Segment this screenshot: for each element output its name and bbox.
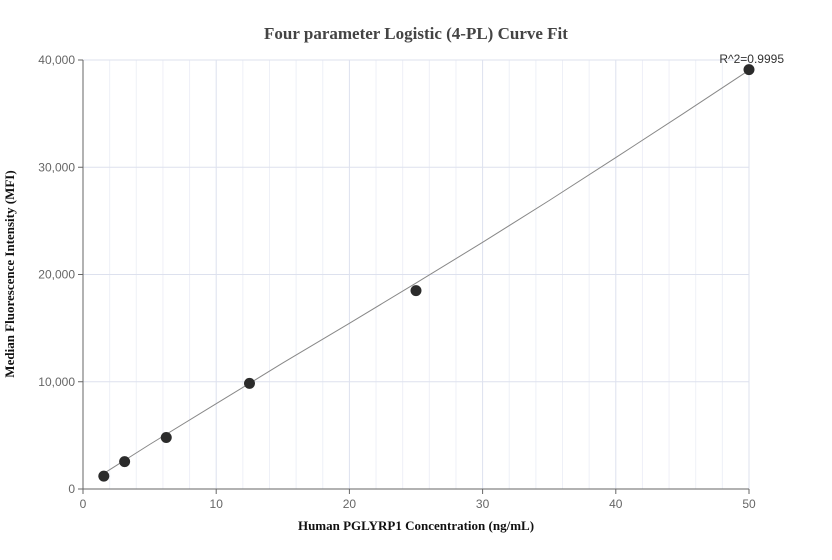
x-tick-label: 30 — [476, 497, 490, 511]
chart-title: Four parameter Logistic (4-PL) Curve Fit — [264, 24, 568, 43]
y-tick-label: 0 — [68, 482, 75, 496]
data-point — [743, 64, 755, 76]
x-axis-label: Human PGLYRP1 Concentration (ng/mL) — [298, 518, 534, 533]
x-tick-label: 40 — [609, 497, 623, 511]
x-tick-label: 0 — [80, 497, 87, 511]
data-point — [244, 377, 255, 389]
data-point — [98, 470, 110, 482]
x-tick-label: 20 — [343, 497, 357, 511]
y-tick-label: 30,000 — [38, 160, 75, 174]
data-point — [119, 456, 131, 468]
data-point — [160, 432, 172, 444]
x-tick-label: 50 — [742, 497, 756, 511]
y-tick-label: 10,000 — [38, 375, 75, 389]
data-point — [410, 285, 422, 297]
y-axis-label: Median Fluorescence Intensity (MFI) — [2, 170, 17, 377]
x-tick-label: 10 — [210, 497, 224, 511]
fit-curve — [103, 69, 750, 474]
y-tick-label: 40,000 — [38, 53, 75, 67]
r-squared-annotation: R^2=0.9995 — [719, 52, 784, 66]
y-tick-label: 20,000 — [38, 268, 75, 282]
